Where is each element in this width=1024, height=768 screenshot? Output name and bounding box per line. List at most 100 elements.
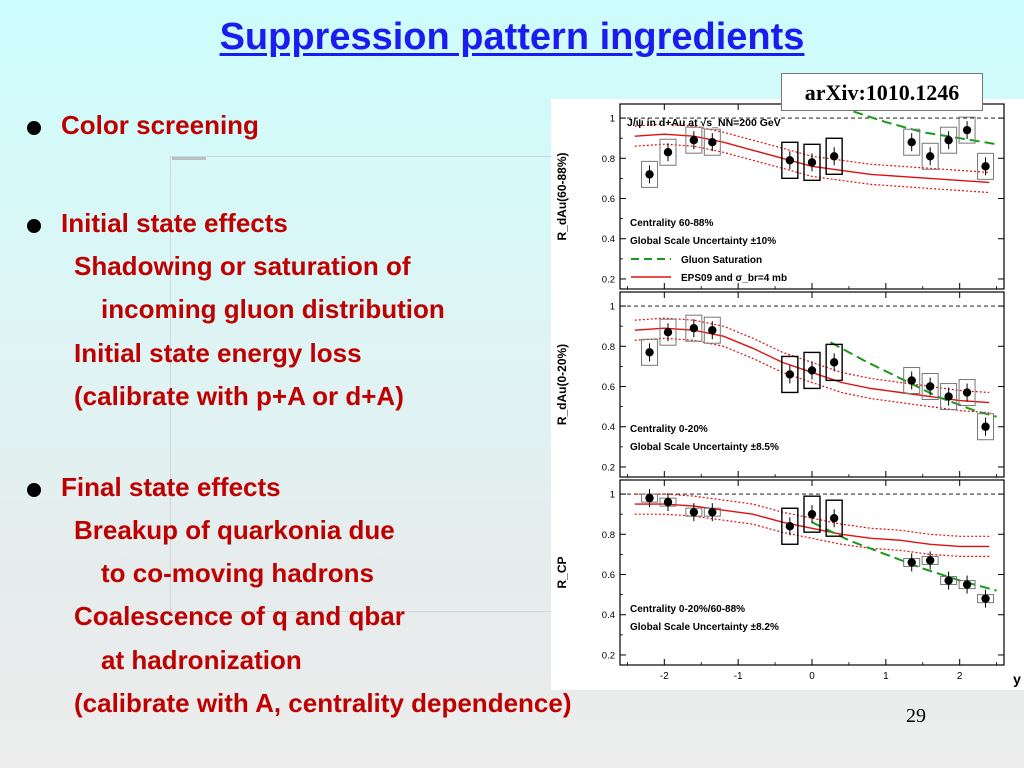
bullet-heading: Color screening bbox=[61, 110, 259, 140]
data-point bbox=[944, 135, 953, 145]
systematic-box bbox=[903, 128, 921, 156]
data-point bbox=[645, 348, 654, 357]
y-tick-label: 0.6 bbox=[602, 570, 615, 581]
y-tick-label: 1 bbox=[610, 302, 615, 313]
legend-label: EPS09 and σ_br=4 mb bbox=[681, 273, 787, 284]
systematic-box bbox=[803, 143, 821, 182]
systematic-box bbox=[781, 141, 799, 180]
chart-title: J/ψ in d+Au at √s_NN=200 GeV bbox=[627, 117, 781, 129]
bullet-marker bbox=[27, 219, 41, 233]
x-tick-label: 0 bbox=[809, 671, 815, 682]
systematic-box bbox=[685, 314, 703, 342]
placeholder-caption-mark bbox=[172, 157, 206, 160]
panel-annotation: Global Scale Uncertainty ±10% bbox=[630, 236, 776, 247]
citation-label: arXiv:1010.1246 bbox=[781, 73, 983, 111]
data-point bbox=[962, 125, 972, 135]
systematic-box bbox=[641, 338, 659, 366]
x-axis-label: y bbox=[1013, 671, 1021, 687]
y-axis-label: R_dAu(60-88%) bbox=[555, 152, 569, 240]
data-point bbox=[907, 558, 916, 567]
data-point bbox=[981, 594, 990, 603]
data-point bbox=[807, 509, 817, 519]
panel-frame bbox=[619, 103, 1005, 290]
y-tick-label: 0.4 bbox=[602, 422, 615, 433]
data-point bbox=[785, 522, 795, 531]
data-point bbox=[829, 152, 839, 161]
panel-annotation: Global Scale Uncertainty ±8.5% bbox=[630, 442, 779, 453]
data-point bbox=[829, 358, 839, 367]
data-point bbox=[807, 366, 817, 375]
systematic-box bbox=[803, 495, 821, 533]
bullet-marker bbox=[27, 483, 41, 497]
systematic-box bbox=[825, 343, 843, 382]
systematic-box bbox=[781, 507, 799, 545]
data-point bbox=[829, 514, 839, 523]
systematic-box bbox=[825, 137, 843, 175]
y-tick-label: 0.8 bbox=[602, 342, 615, 353]
data-point bbox=[944, 392, 953, 401]
systematic-box bbox=[958, 116, 976, 144]
x-tick-label: -2 bbox=[660, 671, 669, 682]
data-point bbox=[981, 422, 990, 431]
y-axis-label: R_CP bbox=[555, 556, 569, 588]
bullet-subline: incoming gluon distribution bbox=[101, 294, 445, 324]
data-point bbox=[962, 580, 972, 589]
legend-label: Gluon Saturation bbox=[681, 255, 762, 266]
systematic-box bbox=[781, 355, 799, 394]
data-point bbox=[708, 138, 717, 147]
bullet-subline: (calibrate with p+A or d+A) bbox=[74, 381, 404, 411]
systematic-box bbox=[940, 126, 958, 154]
data-point bbox=[645, 493, 654, 503]
data-point bbox=[663, 148, 673, 157]
bullet-subline: (calibrate with A, centrality dependence… bbox=[74, 688, 572, 718]
eps09-band-lower bbox=[634, 337, 990, 414]
data-point bbox=[663, 497, 673, 507]
data-point bbox=[907, 138, 916, 147]
panel-annotation: Global Scale Uncertainty ±8.2% bbox=[630, 622, 779, 633]
data-point bbox=[663, 328, 673, 337]
bullet-subline: Initial state energy loss bbox=[74, 338, 362, 368]
x-tick-label: 2 bbox=[957, 671, 963, 682]
systematic-box bbox=[659, 138, 677, 166]
data-point bbox=[785, 156, 795, 165]
x-tick-label: 1 bbox=[883, 671, 889, 682]
data-point bbox=[925, 556, 935, 565]
bullet-heading: Final state effects bbox=[61, 472, 281, 502]
data-point bbox=[689, 323, 699, 333]
page-number: 29 bbox=[906, 705, 926, 727]
data-point bbox=[708, 507, 717, 517]
systematic-box bbox=[641, 160, 659, 188]
data-point bbox=[689, 507, 699, 517]
systematic-box bbox=[977, 152, 995, 180]
systematic-box bbox=[659, 318, 677, 346]
y-tick-label: 0.8 bbox=[602, 530, 615, 541]
y-tick-label: 0.2 bbox=[602, 650, 615, 661]
y-tick-label: 0.4 bbox=[602, 234, 615, 245]
data-point bbox=[689, 135, 699, 145]
panel-annotation: Centrality 0-20% bbox=[630, 424, 708, 435]
data-point bbox=[925, 382, 935, 391]
data-point bbox=[925, 152, 935, 161]
systematic-box bbox=[703, 128, 721, 156]
eps09-band-lower bbox=[634, 143, 990, 194]
bullet-subline: Breakup of quarkonia due bbox=[74, 515, 395, 545]
systematic-box bbox=[977, 413, 995, 441]
data-point bbox=[645, 170, 654, 179]
systematic-box bbox=[685, 126, 703, 154]
systematic-box bbox=[703, 316, 721, 344]
data-point bbox=[944, 576, 953, 585]
systematic-box bbox=[940, 383, 958, 411]
y-tick-label: 0.8 bbox=[602, 154, 615, 165]
y-axis-label: R_dAu(0-20%) bbox=[555, 344, 569, 425]
data-point bbox=[708, 326, 717, 335]
systematic-box bbox=[825, 499, 843, 537]
systematic-box bbox=[921, 373, 939, 401]
y-tick-label: 0.2 bbox=[602, 274, 615, 285]
slide-title: Suppression pattern ingredients bbox=[219, 16, 805, 58]
bullet-subline: Coalescence of q and qbar bbox=[74, 601, 405, 631]
gluon-saturation-curve bbox=[830, 341, 997, 418]
bullet-heading: Initial state effects bbox=[61, 208, 288, 238]
bullet-subline: at hadronization bbox=[101, 645, 302, 675]
panel-annotation: Centrality 60-88% bbox=[630, 218, 713, 229]
bullet-subline: to co-moving hadrons bbox=[101, 558, 374, 588]
